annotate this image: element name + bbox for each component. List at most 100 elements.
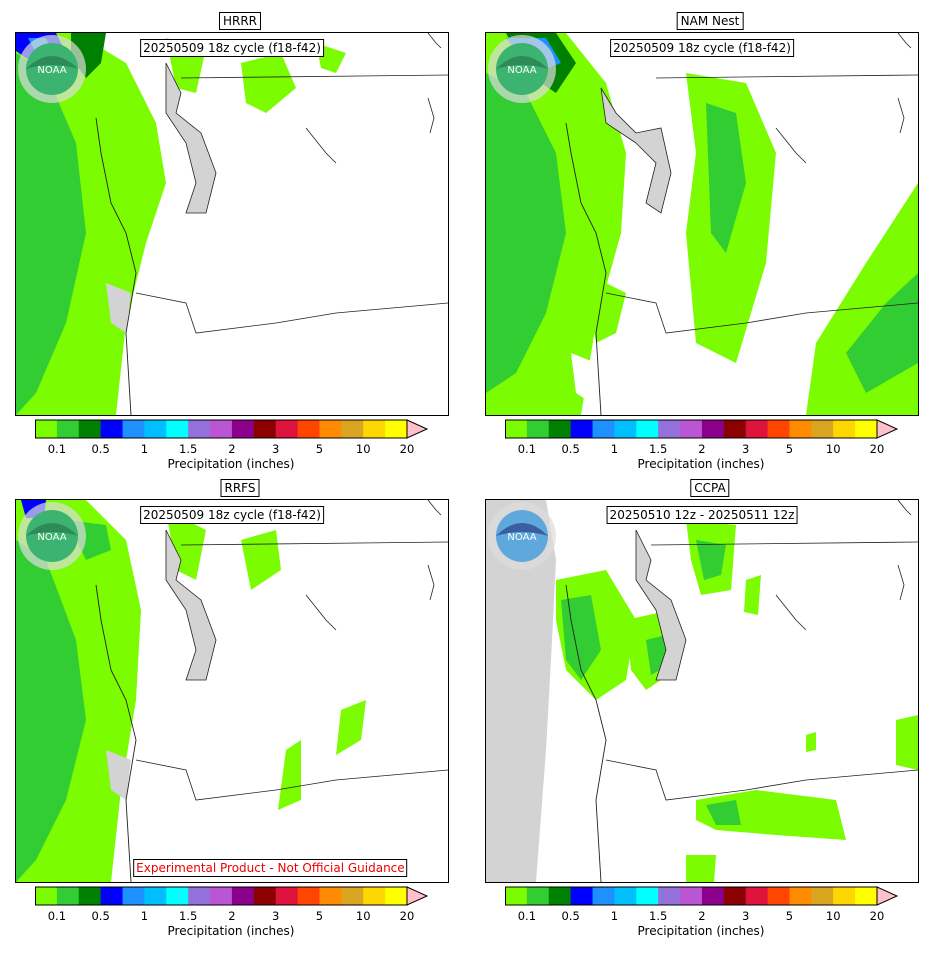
colorbar-tick-label: 5	[785, 442, 794, 456]
colorbar-segment	[319, 887, 342, 905]
colorbar-tick-label: 5	[315, 442, 324, 456]
colorbar-tick-label: 0.1	[47, 909, 67, 923]
map-ccpa[interactable]: 20250510 12z - 20250511 12z NOAA	[485, 499, 919, 883]
colorbar-segment	[745, 420, 769, 438]
colorbar-segment	[614, 887, 637, 905]
colorbar-segment	[658, 420, 681, 438]
svg-text:NOAA: NOAA	[507, 65, 536, 76]
colorbar-tick-label: 2	[698, 909, 706, 923]
colorbar-tick-label: 1	[610, 909, 619, 923]
colorbar-segment	[35, 420, 58, 438]
colorbar-tick-label: 0.5	[91, 442, 110, 456]
colorbar-label: Precipitation (inches)	[637, 457, 765, 471]
map-rrfs[interactable]: 20250509 18z cycle (f18-f42) NOAA Experi…	[15, 499, 449, 883]
colorbar-tick-label: 0.5	[561, 909, 580, 923]
colorbar-segment	[658, 887, 681, 905]
colorbar-tick-label: 2	[228, 442, 236, 456]
colorbar-segment	[701, 420, 725, 438]
colorbar-segment	[253, 887, 277, 905]
colorbar-segment	[811, 420, 834, 438]
colorbar-segment	[723, 420, 747, 438]
colorbar-segment	[701, 887, 725, 905]
colorbar-segment	[570, 420, 594, 438]
colorbar-segment	[526, 420, 550, 438]
colorbar-segment	[789, 887, 812, 905]
colorbar-tick-label: 3	[742, 442, 750, 456]
colorbar-segment	[385, 420, 408, 438]
colorbar-segment	[144, 887, 167, 905]
colorbar-tick-label: 1	[610, 442, 619, 456]
colorbar-tick-label: 1	[140, 442, 149, 456]
map-nam[interactable]: 20250509 18z cycle (f18-f42) NOAA	[485, 32, 919, 416]
colorbar-segment	[363, 887, 386, 905]
colorbar-segment	[35, 887, 58, 905]
colorbar-segment	[78, 887, 102, 905]
colorbar-segment	[122, 887, 145, 905]
colorbar-tick-label: 3	[742, 909, 750, 923]
colorbar-tick-label: 20	[399, 442, 415, 456]
panel-ccpa: CCPA	[485, 479, 932, 949]
colorbar-segment	[855, 420, 878, 438]
colorbar	[505, 886, 899, 906]
experimental-warning: Experimental Product - Not Official Guid…	[133, 859, 408, 877]
colorbar-segment	[855, 887, 878, 905]
colorbar-segment	[385, 887, 408, 905]
colorbar-segment	[614, 420, 637, 438]
colorbar	[505, 419, 899, 439]
colorbar-segment	[363, 420, 386, 438]
precip-field	[486, 33, 918, 415]
colorbar-segment	[680, 887, 703, 905]
colorbar-segment	[319, 420, 342, 438]
colorbar-segment	[78, 420, 102, 438]
colorbar-segment	[210, 887, 233, 905]
colorbar-segment	[56, 420, 80, 438]
colorbar-outline	[35, 419, 408, 439]
colorbar-segment	[188, 887, 211, 905]
colorbar-segment	[548, 420, 572, 438]
colorbar-tick-label: 5	[315, 909, 324, 923]
panel-hrrr: HRRR 20250509 18z cycle (f18-f42)	[15, 12, 465, 482]
colorbar-tick-label: 0.1	[517, 442, 537, 456]
svg-text:NOAA: NOAA	[507, 532, 536, 543]
panel-rrfs: RRFS 20250509 18z cycle (f18-f42)	[15, 479, 465, 949]
colorbar-extension	[406, 886, 429, 906]
colorbar-tick-label: 2	[228, 909, 236, 923]
colorbar-tick-label: 10	[355, 909, 371, 923]
colorbar	[35, 419, 429, 439]
colorbar-segment	[767, 887, 790, 905]
map-hrrr[interactable]: 20250509 18z cycle (f18-f42) NOAA	[15, 32, 449, 416]
colorbar-segment	[811, 887, 834, 905]
colorbar-segment	[636, 420, 659, 438]
colorbar-ticks: 0.1 0.5 1 1.5 2 3 5 10 20	[505, 909, 885, 923]
colorbar-segment	[231, 420, 255, 438]
colorbar-segment	[100, 887, 124, 905]
colorbar-tick-label: 1.5	[649, 909, 668, 923]
cycle-label: 20250510 12z - 20250511 12z	[606, 506, 798, 524]
cycle-label: 20250509 18z cycle (f18-f42)	[140, 39, 324, 57]
colorbar-segment	[505, 420, 528, 438]
colorbar-segment	[166, 420, 189, 438]
colorbar-ticks: 0.1 0.5 1 1.5 2 3 5 10 20	[35, 909, 415, 923]
colorbar-segment	[144, 420, 167, 438]
panel-title: NAM Nest	[676, 12, 744, 30]
colorbar-tick-label: 3	[272, 909, 280, 923]
colorbar-extension	[876, 419, 899, 439]
colorbar-tick-label: 10	[825, 909, 841, 923]
colorbar-tick-label: 10	[355, 442, 371, 456]
colorbar-segment	[275, 420, 299, 438]
colorbar-tick-label: 5	[785, 909, 794, 923]
colorbar-tick-label: 2	[698, 442, 706, 456]
colorbar-extension	[876, 886, 899, 906]
colorbar-label: Precipitation (inches)	[167, 924, 295, 938]
colorbar-segment	[253, 420, 277, 438]
svg-text:NOAA: NOAA	[37, 65, 66, 76]
panel-title: CCPA	[690, 479, 730, 497]
colorbar-tick-label: 0.5	[91, 909, 110, 923]
colorbar-segment	[833, 420, 856, 438]
colorbar-segment	[341, 420, 364, 438]
colorbar-label: Precipitation (inches)	[167, 457, 295, 471]
colorbar-segment	[789, 420, 812, 438]
colorbar-tick-label: 1	[140, 909, 149, 923]
colorbar-ticks: 0.1 0.5 1 1.5 2 3 5 10 20	[505, 442, 885, 456]
colorbar-tick-label: 1.5	[649, 442, 668, 456]
